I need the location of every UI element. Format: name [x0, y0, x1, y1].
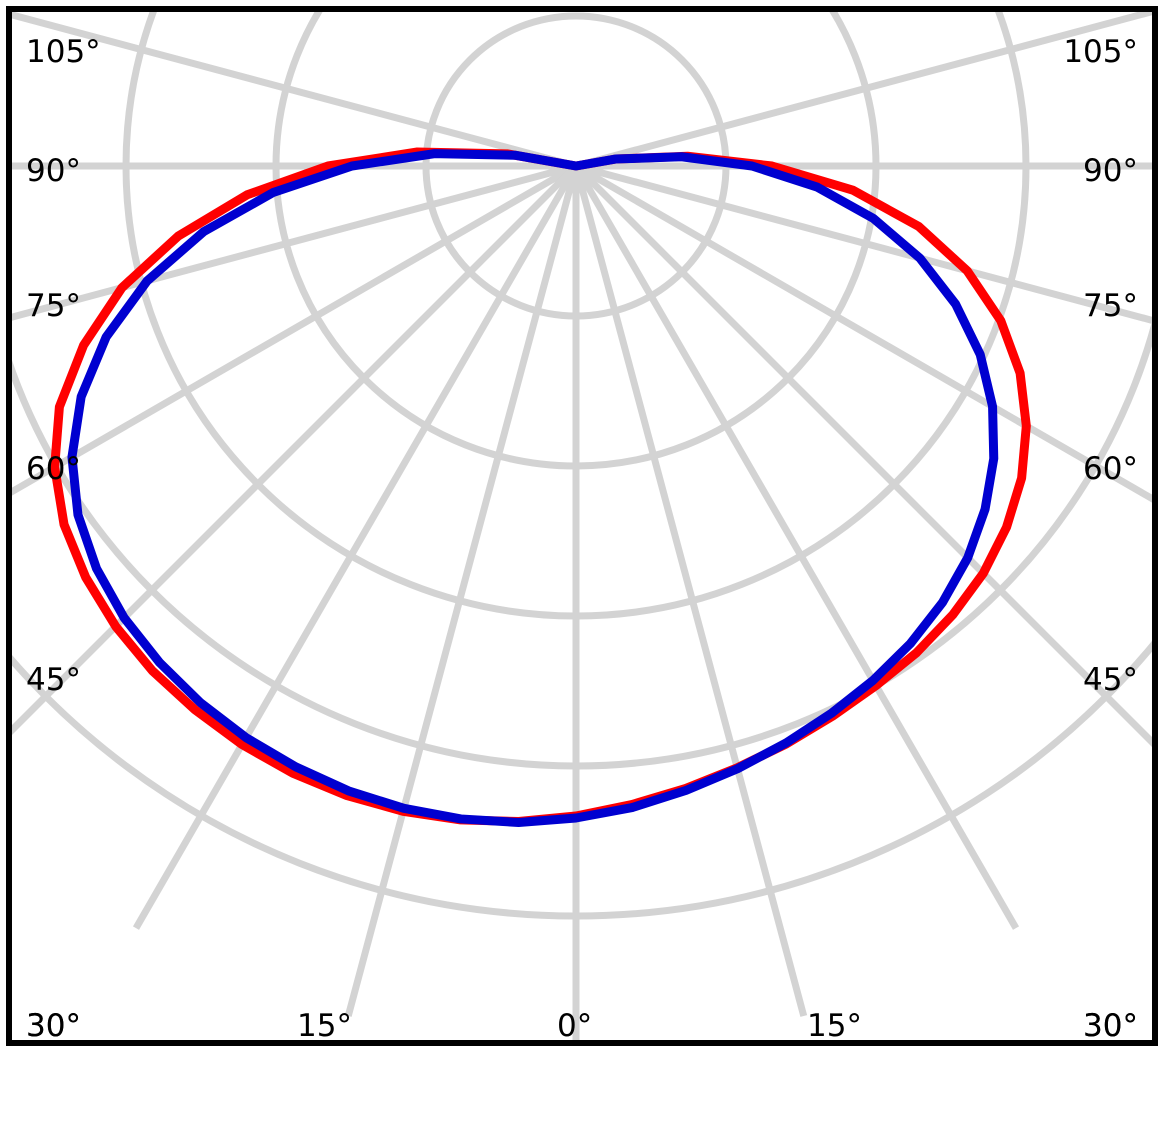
- axis-label-right-30: 30°: [1083, 1008, 1138, 1044]
- axis-label-bottom-15-left: 15°: [297, 1008, 352, 1044]
- axis-label-bottom-0: 0°: [557, 1008, 593, 1044]
- curve-c90-c270: [67, 149, 999, 827]
- axis-label-left-90: 90°: [26, 153, 81, 189]
- axis-label-left-30: 30°: [26, 1008, 81, 1044]
- axis-label-left-75: 75°: [26, 288, 81, 324]
- axis-label-right-90: 90°: [1083, 153, 1138, 189]
- plot-frame: 105° 90° 75° 60° 45° 30° 105° 90° 75° 60…: [6, 6, 1158, 1046]
- axis-label-bottom-15-right: 15°: [807, 1008, 862, 1044]
- axis-label-bottom-30-left: 30°: [26, 1008, 81, 1044]
- axis-label-right-60: 60°: [1083, 451, 1138, 487]
- axis-label-right-105: 105°: [1063, 34, 1138, 70]
- axis-label-bottom-30-right: 30°: [1083, 1008, 1138, 1044]
- polar-plot-canvas: [12, 12, 1152, 1040]
- polar-grid: [12, 12, 1152, 1040]
- axis-label-left-105: 105°: [26, 34, 101, 70]
- axis-label-left-45: 45°: [26, 662, 81, 698]
- polar-plot-svg: [12, 12, 1152, 1040]
- legend: cd/klm η = 100% C0 - C180 C90 - C270: [0, 1046, 1164, 1140]
- intensity-curves: [50, 147, 1031, 827]
- axis-label-right-45: 45°: [1083, 662, 1138, 698]
- axis-label-left-60: 60°: [26, 451, 81, 487]
- axis-label-right-75: 75°: [1083, 288, 1138, 324]
- curve-c0-c180: [50, 147, 1031, 826]
